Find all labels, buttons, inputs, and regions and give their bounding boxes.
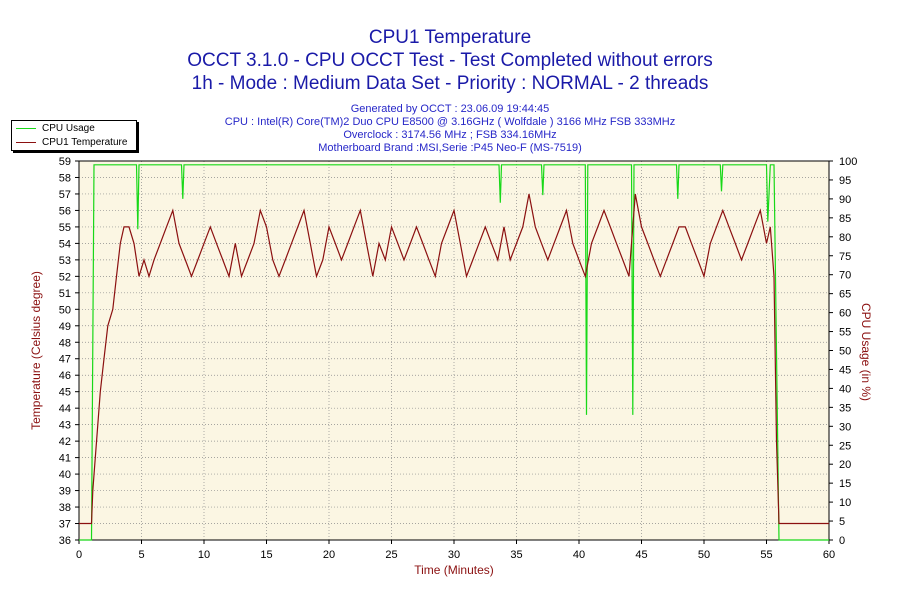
y-tick-label: 45	[59, 387, 71, 399]
info-overclock: Overclock : 3174.56 MHz ; FSB 334.16MHz	[343, 129, 557, 141]
legend-label-cpu-usage: CPU Usage	[42, 122, 95, 134]
y-tick-label: 38	[59, 502, 71, 514]
x-tick-label: 25	[385, 549, 397, 561]
x-tick-label: 45	[635, 549, 647, 561]
y2-tick-label: 80	[839, 232, 851, 244]
legend-swatch-cpu1-temperature	[16, 141, 36, 143]
y2-tick-label: 95	[839, 175, 851, 187]
y2-tick-label: 50	[839, 346, 851, 358]
x-tick-label: 40	[573, 549, 585, 561]
legend-swatch-cpu-usage	[16, 127, 36, 129]
chart-titles: CPU1 Temperature OCCT 3.1.0 - CPU OCCT T…	[0, 26, 900, 155]
info-generated: Generated by OCCT : 23.06.09 19:44:45	[350, 103, 550, 115]
x-axis-label: Time (Minutes)	[414, 563, 494, 577]
y2-tick-label: 90	[839, 194, 851, 206]
y2-tick-label: 25	[839, 440, 851, 452]
y2-tick-label: 30	[839, 421, 851, 433]
y2-tick-label: 55	[839, 327, 851, 339]
legend-item-cpu1-temperature: CPU1 Temperature	[12, 135, 136, 149]
chart-subtitle-1: OCCT 3.1.0 - CPU OCCT Test - Test Comple…	[187, 50, 713, 71]
x-tick-label: 60	[823, 549, 835, 561]
y-tick-label: 48	[59, 337, 71, 349]
y2-tick-label: 15	[839, 478, 851, 490]
x-tick-label: 30	[448, 549, 460, 561]
chart-subtitle-2: 1h - Mode : Medium Data Set - Priority :…	[191, 73, 709, 94]
x-tick-label: 5	[138, 549, 144, 561]
grid-lines	[78, 160, 830, 541]
y-tick-label: 49	[59, 321, 71, 333]
y-tick-label: 37	[59, 519, 71, 531]
y-tick-label: 41	[59, 453, 71, 465]
x-tick-label: 20	[323, 549, 335, 561]
x-tick-label: 50	[698, 549, 710, 561]
y2-tick-label: 60	[839, 308, 851, 320]
legend-label-cpu1-temperature: CPU1 Temperature	[42, 136, 128, 148]
axes: 3637383940414243444546474849505152535455…	[59, 156, 858, 561]
y2-tick-label: 100	[839, 156, 857, 168]
y2-tick-label: 40	[839, 383, 851, 395]
y2-tick-label: 0	[839, 535, 845, 547]
y-tick-label: 36	[59, 535, 71, 547]
y-tick-label: 56	[59, 205, 71, 217]
info-motherboard: Motherboard Brand :MSI,Serie :P45 Neo-F …	[318, 142, 582, 154]
y-tick-label: 46	[59, 370, 71, 382]
x-tick-label: 55	[760, 549, 772, 561]
legend-item-cpu-usage: CPU Usage	[12, 121, 136, 135]
x-tick-label: 10	[198, 549, 210, 561]
y-tick-label: 58	[59, 172, 71, 184]
y-tick-label: 53	[59, 255, 71, 267]
y-tick-label: 57	[59, 189, 71, 201]
y2-tick-label: 10	[839, 497, 851, 509]
y-axis-label: Temperature (Celsius degree)	[29, 271, 43, 430]
y-tick-label: 51	[59, 288, 71, 300]
y-tick-label: 50	[59, 304, 71, 316]
y-tick-label: 40	[59, 469, 71, 481]
y-tick-label: 44	[59, 403, 71, 415]
y2-tick-label: 45	[839, 364, 851, 376]
chart-title: CPU1 Temperature	[368, 27, 532, 48]
y2-tick-label: 85	[839, 213, 851, 225]
x-tick-label: 0	[76, 549, 82, 561]
y2-tick-label: 65	[839, 289, 851, 301]
info-cpu: CPU : Intel(R) Core(TM)2 Duo CPU E8500 @…	[224, 116, 676, 128]
chart-legend: CPU Usage CPU1 Temperature	[11, 120, 137, 151]
series-line-cpu1-temperature	[79, 193, 829, 525]
y2-axis-label: CPU Usage (in %)	[859, 303, 873, 401]
series-line-cpu-usage	[79, 164, 829, 541]
y-tick-label: 59	[59, 156, 71, 168]
y-tick-label: 47	[59, 354, 71, 366]
x-tick-label: 35	[510, 549, 522, 561]
y-tick-label: 39	[59, 486, 71, 498]
y-tick-label: 55	[59, 222, 71, 234]
y2-tick-label: 35	[839, 402, 851, 414]
y-tick-label: 52	[59, 271, 71, 283]
y-tick-label: 43	[59, 420, 71, 432]
y2-tick-label: 70	[839, 270, 851, 282]
y2-tick-label: 75	[839, 251, 851, 263]
x-tick-label: 15	[260, 549, 272, 561]
series-lines	[79, 164, 829, 541]
y2-tick-label: 20	[839, 459, 851, 471]
y-tick-label: 42	[59, 436, 71, 448]
y-tick-label: 54	[59, 238, 71, 250]
plot-border	[78, 160, 830, 541]
system-info: Generated by OCCT : 23.06.09 19:44:45 CP…	[0, 103, 900, 155]
y2-tick-label: 5	[839, 516, 845, 528]
